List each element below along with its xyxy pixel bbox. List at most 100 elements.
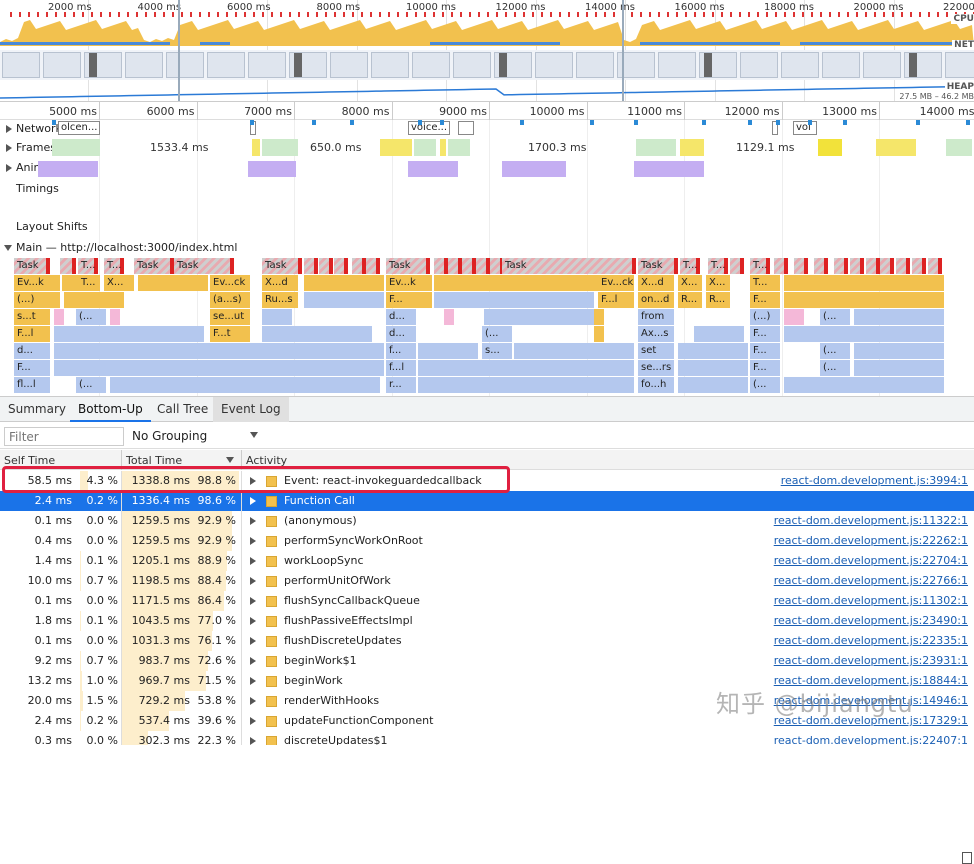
flame-event[interactable] [678, 377, 748, 393]
flame-event[interactable]: X...d [638, 275, 674, 291]
flame-event[interactable]: Ev...ck [210, 275, 250, 291]
network-request[interactable]: vol [793, 121, 817, 135]
flame-event[interactable]: R... [678, 292, 702, 308]
flame-event[interactable] [784, 326, 944, 342]
expand-arrow-icon[interactable] [250, 677, 256, 685]
flame-event[interactable]: (... [76, 377, 106, 393]
expand-arrow-icon[interactable] [250, 577, 256, 585]
flame-event[interactable]: X... [706, 275, 730, 291]
source-link[interactable]: react-dom.development.js:3994:1 [781, 471, 968, 491]
task-block[interactable]: Task [174, 258, 234, 274]
flame-event[interactable] [54, 326, 204, 342]
task-block[interactable] [334, 258, 348, 274]
flame-event[interactable]: F... [750, 343, 780, 359]
flame-event[interactable]: (... [750, 377, 780, 393]
tab-summary[interactable]: Summary [0, 397, 74, 422]
task-block[interactable] [319, 258, 333, 274]
screenshot-thumbnail[interactable] [904, 52, 942, 78]
screenshot-thumbnail[interactable] [125, 52, 163, 78]
expand-arrow-icon[interactable] [250, 637, 256, 645]
flame-event[interactable]: Ru...s [262, 292, 298, 308]
source-link[interactable]: react-dom.development.js:22407:1 [774, 731, 968, 745]
task-block[interactable]: T... [750, 258, 770, 274]
task-block[interactable]: Task [502, 258, 636, 274]
flame-event[interactable]: fo...h [638, 377, 674, 393]
animation-block[interactable] [248, 161, 296, 177]
flame-event[interactable]: X... [104, 275, 134, 291]
flame-event[interactable]: F... [750, 292, 780, 308]
expand-arrow-icon[interactable] [250, 657, 256, 665]
flame-event[interactable] [418, 360, 634, 376]
main-track-header[interactable]: Main — http://localhost:3000/index.html [4, 241, 237, 254]
flame-event[interactable]: d... [386, 326, 416, 342]
task-block[interactable] [912, 258, 926, 274]
expand-arrow-icon[interactable] [250, 537, 256, 545]
flame-event[interactable]: s... [482, 343, 512, 359]
flame-event[interactable] [784, 292, 944, 308]
task-block[interactable] [880, 258, 894, 274]
expand-arrow-icon[interactable] [250, 617, 256, 625]
tab-call-tree[interactable]: Call Tree [149, 397, 216, 422]
task-block[interactable] [60, 258, 76, 274]
task-block[interactable]: T... [78, 258, 98, 274]
flame-event[interactable] [54, 343, 384, 359]
task-block[interactable] [448, 258, 462, 274]
task-block[interactable] [304, 258, 318, 274]
flame-event[interactable]: T... [78, 275, 100, 291]
flame-event[interactable]: F...l [598, 292, 634, 308]
tab-event-log[interactable]: Event Log [213, 397, 289, 422]
frames-track-header[interactable]: Frames [6, 141, 56, 154]
flame-event[interactable] [434, 275, 598, 291]
flame-event[interactable] [854, 343, 944, 359]
task-block[interactable]: Task [134, 258, 174, 274]
flame-event[interactable] [784, 377, 944, 393]
task-block[interactable] [794, 258, 808, 274]
task-block[interactable]: T... [708, 258, 728, 274]
overview-selection-window[interactable] [178, 0, 624, 102]
screenshot-thumbnail[interactable] [945, 52, 974, 78]
screenshot-thumbnail[interactable] [740, 52, 778, 78]
animation-block[interactable] [634, 161, 704, 177]
flame-event[interactable] [484, 309, 594, 325]
frame-block[interactable] [262, 139, 298, 156]
flame-event[interactable]: Ev...k [14, 275, 60, 291]
task-block[interactable]: Task [14, 258, 50, 274]
source-link[interactable]: react-dom.development.js:23931:1 [774, 651, 968, 671]
flame-event[interactable]: (a...s) [210, 292, 250, 308]
flame-event[interactable]: F...l [14, 326, 50, 342]
flame-event[interactable] [304, 292, 384, 308]
flame-event[interactable]: (...) [750, 309, 780, 325]
flame-event[interactable]: se...rs [638, 360, 674, 376]
flame-event[interactable]: F... [750, 360, 780, 376]
flame-event[interactable]: R... [706, 292, 730, 308]
flame-event[interactable]: s...t [14, 309, 50, 325]
task-block[interactable] [434, 258, 448, 274]
flame-event[interactable] [678, 343, 748, 359]
flame-event[interactable] [784, 275, 944, 291]
screenshot-thumbnail[interactable] [43, 52, 81, 78]
flame-event[interactable]: F... [750, 326, 780, 342]
flame-event[interactable]: F... [386, 292, 432, 308]
expand-arrow-icon[interactable] [250, 517, 256, 525]
flame-event[interactable]: Ev...k [386, 275, 432, 291]
expand-arrow-icon[interactable] [250, 697, 256, 705]
flame-event[interactable]: Ax...s [638, 326, 674, 342]
source-link[interactable]: react-dom.development.js:23490:1 [774, 611, 968, 631]
source-link[interactable]: react-dom.development.js:22766:1 [774, 571, 968, 591]
flame-event[interactable]: fl...l [14, 377, 50, 393]
flame-event[interactable]: set [638, 343, 674, 359]
task-block[interactable] [928, 258, 942, 274]
flame-event[interactable] [854, 360, 944, 376]
flame-event[interactable]: (... [820, 360, 850, 376]
filter-input[interactable] [4, 427, 124, 446]
flame-event[interactable]: (... [820, 309, 850, 325]
